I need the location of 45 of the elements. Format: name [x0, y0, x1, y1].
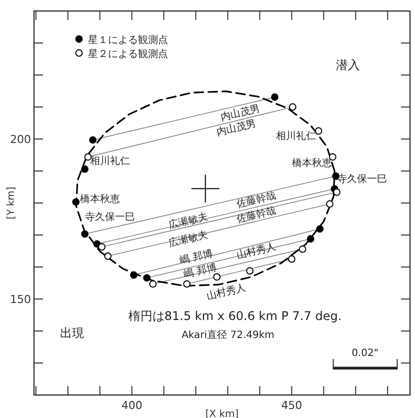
point — [183, 280, 191, 288]
point — [288, 103, 296, 111]
y-tick-label: 150 — [10, 293, 31, 306]
annotation: 橋本秋恵 — [292, 157, 332, 169]
annotation: 相川礼仁 — [90, 155, 130, 167]
point — [72, 198, 80, 206]
annotation: 橋本秋恵 — [80, 193, 120, 205]
annotation: 相川礼仁 — [276, 130, 316, 142]
y-axis-title: [Y km] — [6, 186, 17, 220]
point — [213, 273, 221, 281]
legend-label: 星１による観測点 — [88, 34, 168, 46]
point — [271, 93, 278, 101]
point — [314, 127, 322, 135]
annotation: 寺久保一巳 — [337, 173, 387, 185]
point — [81, 230, 89, 238]
annotation: 楕円は81.5 km x 60.6 km P 7.7 deg. — [128, 309, 342, 323]
annotation: 潜入 — [336, 58, 360, 72]
legend-label: 星２による観測点 — [88, 48, 168, 60]
annotation: 広瀬敏夫 — [167, 210, 210, 232]
point — [143, 274, 151, 282]
point — [89, 136, 97, 144]
point — [246, 267, 254, 275]
point — [333, 188, 340, 196]
point — [149, 280, 157, 288]
annotation: 山村秀人 — [235, 240, 278, 262]
point — [104, 252, 112, 260]
y-tick-label: 200 — [10, 133, 31, 146]
annotation: 0.02" — [352, 348, 378, 359]
point — [81, 165, 89, 173]
point — [98, 243, 106, 251]
point — [326, 200, 334, 208]
point — [288, 255, 296, 263]
point — [298, 245, 306, 253]
point — [130, 271, 138, 279]
annotation: 広瀬敏夫 — [167, 228, 210, 250]
annotation: 寺久保一巳 — [85, 211, 135, 223]
annotation: 山村秀人 — [205, 282, 248, 302]
annotation: Akari直径 72.49km — [182, 329, 274, 341]
x-tick-label: 400 — [121, 399, 142, 412]
point — [191, 174, 220, 203]
point — [316, 225, 324, 233]
annotation: 出現 — [60, 326, 84, 340]
x-axis-title: [X km] — [205, 409, 239, 418]
point — [306, 235, 314, 243]
x-tick-label: 450 — [281, 399, 302, 412]
